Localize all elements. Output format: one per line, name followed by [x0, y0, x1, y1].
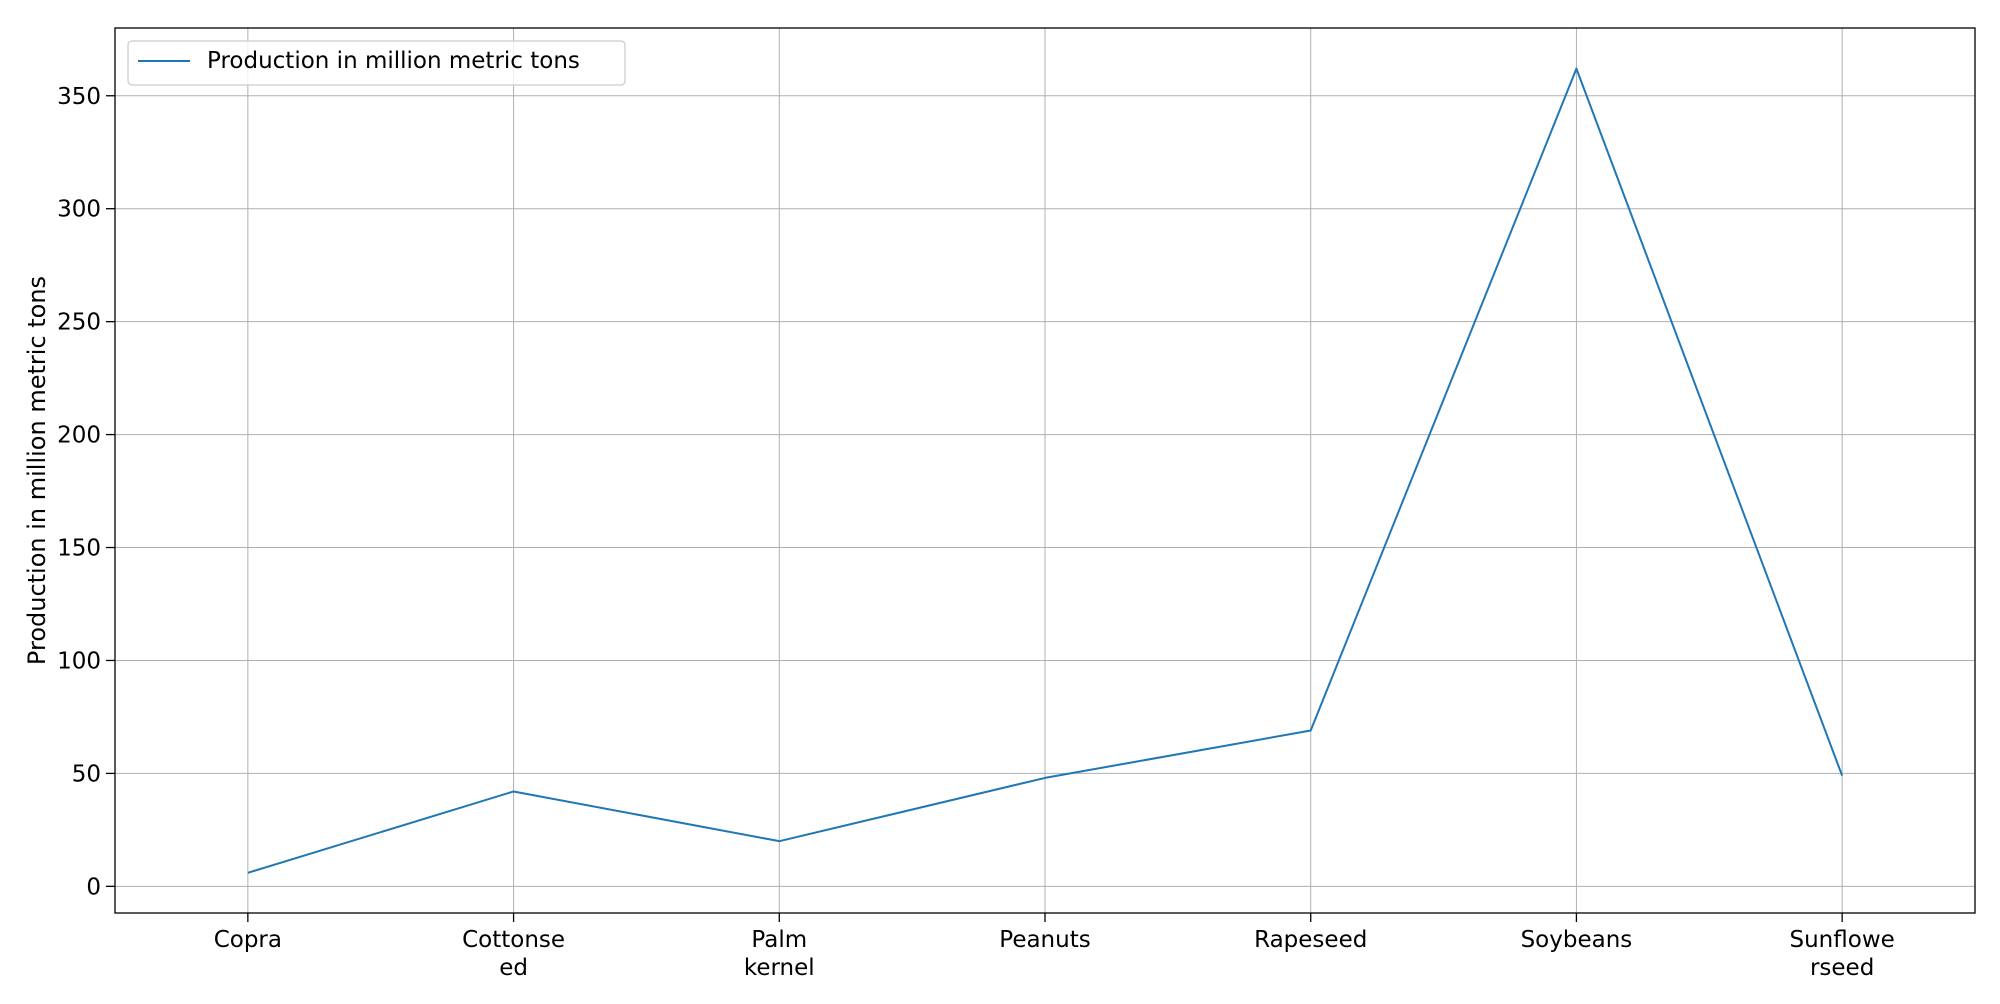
x-tick-label-line: kernel [744, 955, 815, 981]
y-tick-label: 300 [57, 197, 101, 223]
y-axis-label: Production in million metric tons [23, 276, 51, 665]
x-tick-label: Soybeans [1521, 927, 1633, 953]
x-tick-label: Peanuts [999, 927, 1090, 953]
x-tick-label-line: Peanuts [999, 927, 1090, 953]
y-tick-label: 350 [57, 84, 101, 110]
legend-label: Production in million metric tons [207, 48, 580, 74]
y-tick-label: 0 [86, 874, 101, 900]
x-tick-label: Copra [214, 927, 282, 953]
x-tick-label-line: Soybeans [1521, 927, 1633, 953]
y-tick-label: 150 [57, 536, 101, 562]
x-tick-label: Rapeseed [1254, 927, 1367, 953]
y-tick-label: 200 [57, 423, 101, 449]
x-tick-label-line: Rapeseed [1254, 927, 1367, 953]
y-axis: 0 50 100 150 200 250 300 350 [57, 84, 115, 901]
legend: Production in million metric tons [128, 41, 625, 85]
x-tick-label-line: Cottonse [462, 927, 565, 953]
x-tick-label-line: Copra [214, 927, 282, 953]
x-tick-label-line: ed [499, 955, 528, 981]
y-tick-label: 50 [72, 761, 101, 787]
x-tick-label-line: Palm [751, 927, 807, 953]
x-tick-label-line: rseed [1810, 955, 1874, 981]
grid-layer [115, 28, 1975, 913]
y-tick-label: 250 [57, 310, 101, 336]
x-tick-label-line: Sunflowe [1790, 927, 1895, 953]
y-tick-label: 100 [57, 648, 101, 674]
